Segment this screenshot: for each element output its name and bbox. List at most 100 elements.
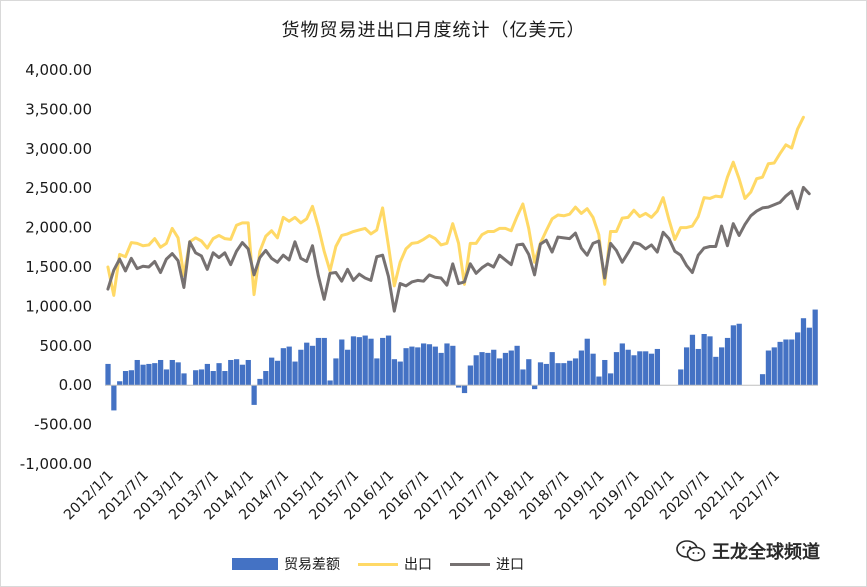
trade-balance-bar [157,359,164,386]
trade-balance-bar [783,339,789,386]
trade-balance-bar [730,325,736,386]
trade-balance-bar [228,359,234,386]
trade-balance-bar [345,349,351,386]
trade-balance-bar [128,370,135,386]
trade-balance-bar [146,363,152,386]
legend-item-trade-balance: 贸易差额 [232,554,340,574]
y-tick-label: -500.00 [34,416,92,434]
exports-line [106,115,805,297]
trade-balance-bar [432,346,438,386]
trade-balance-bar [695,348,701,386]
trade-balance-bar [765,350,772,386]
y-tick-label: 2,000.00 [25,219,92,237]
trade-balance-bar [368,338,374,386]
trade-balance-bar [274,360,281,386]
trade-balance-bar [526,359,532,386]
trade-balance-bar [391,359,398,386]
trade-balance-bar [496,358,503,386]
y-tick-label: -1,000.00 [20,455,92,473]
trade-balance-bar [549,352,555,386]
y-tick-label: 3,000.00 [25,140,92,158]
trade-balance-bar [286,346,292,386]
trade-balance-bar [806,327,812,386]
trade-balance-bar [362,335,368,386]
trade-balance-bar [409,346,415,386]
trade-balance-bar [198,369,205,386]
y-tick-label: 4,000.00 [25,61,92,79]
trade-balance-bar [298,349,304,386]
trade-balance-bar [315,337,322,386]
y-tick-label: 500.00 [40,337,93,355]
trade-balance-bar [491,349,497,386]
trade-balance-bar [502,352,509,386]
trade-balance-bar [643,351,649,386]
trade-balance-bar [263,371,269,386]
trade-balance-bar [759,374,766,386]
trade-balance-bar [339,339,345,386]
trade-balance-bar [117,381,123,386]
legend: 贸易差额 出口 进口 [232,554,542,574]
trade-balance-bar [467,365,473,386]
watermark-text: 王龙全球频道 [712,542,820,563]
trade-balance-bar [304,342,310,386]
trade-balance-bar [719,347,725,386]
trade-balance-bar [245,359,251,386]
chart-title: 货物贸易进出口月度统计（亿美元） [281,20,586,41]
trade-balance-bar [280,348,286,386]
legend-swatch-exports [358,562,398,566]
legend-swatch-imports [450,562,490,566]
trade-balance-bar [350,336,357,386]
trade-balance-bar [520,369,526,386]
y-tick-label: 3,500.00 [25,100,92,118]
trade-balance-bar [415,347,421,386]
x-axis-ticks: 2012/1/12012/7/12013/1/12013/7/12014/1/1… [61,468,783,524]
trade-balance-bar [572,358,579,386]
trade-balance-bar [309,345,316,386]
trade-balance-bar [420,343,427,386]
trade-balance-bar [561,363,567,386]
trade-balance-bar [567,360,573,386]
trade-balance-bar [140,364,146,386]
trade-balance-bar [689,334,696,386]
trade-balance-bar [163,369,170,386]
trade-balance-bar [584,338,590,386]
trade-balance-bar [251,385,257,405]
trade-balance-bar [426,344,433,386]
trade-balance-bar [485,352,491,386]
trade-balance-bar [479,352,485,386]
trade-balance-bar [181,373,187,386]
trade-balance-bar [631,355,637,386]
trade-balance-bar [800,318,807,386]
trade-balance-bar [602,359,608,386]
trade-balance-bar [169,359,175,386]
legend-label-trade-balance: 贸易差额 [284,557,340,573]
trade-balance-bar [619,343,625,386]
trade-balance-bar [473,355,479,386]
trade-balance-bar [257,378,263,386]
trade-balance-bar [397,361,403,386]
trade-balance-bar [514,345,520,386]
trade-balance-bar [105,363,111,386]
trade-balance-bar [613,352,620,386]
trade-balance-bar [789,339,795,386]
y-tick-label: 1,500.00 [25,258,92,276]
trade-balance-bar [543,363,549,386]
trade-balance-bar [701,333,707,386]
trade-balance-bar [608,373,614,386]
trade-balance-bar [269,357,275,386]
trade-balance-bar [403,348,409,386]
trade-balance-bar [537,362,544,386]
trade-balance-bar [152,363,158,386]
y-axis-ticks: 4,000.00 3,500.00 3,000.00 2,500.00 2,000.00… [20,61,92,473]
trade-balance-bar [707,336,713,386]
imports-line [106,185,811,313]
wechat-icon [676,540,706,562]
trade-balance-bar [374,358,380,386]
trade-balance-bar [736,323,742,386]
y-tick-label: 2,500.00 [25,179,92,197]
trade-balance-bar [724,337,731,386]
y-tick-label: 0.00 [59,376,92,394]
trade-balance-bar [596,376,602,386]
y-tick-label: 1,000.00 [25,297,92,315]
